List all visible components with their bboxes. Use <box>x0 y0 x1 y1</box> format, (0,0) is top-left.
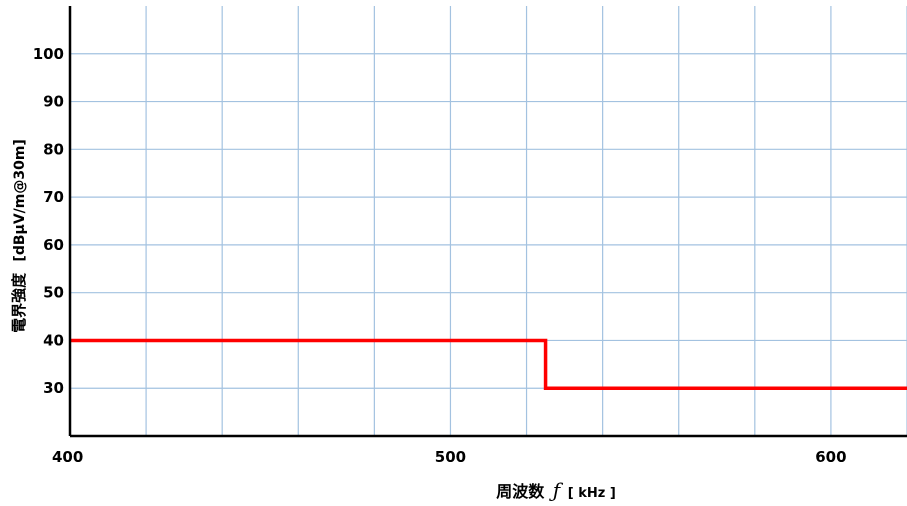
tick-labels: 30 40 50 60 70 80 90 100 400 500 600 <box>33 45 847 466</box>
y-tick-label-100: 100 <box>33 45 64 63</box>
y-tick-label-40: 40 <box>43 331 64 349</box>
x-tick-label-400: 400 <box>52 448 83 466</box>
y-tick-label-90: 90 <box>43 93 64 111</box>
y-tick-label-60: 60 <box>43 236 64 254</box>
x-tick-label-500: 500 <box>435 448 466 466</box>
x-axis-title: 周波数 ƒ [ kHz ] <box>496 478 616 502</box>
y-axis-title: 電界強度 [dBμV/m@30m] <box>10 139 28 333</box>
series-layer <box>70 338 907 390</box>
y-tick-label-30: 30 <box>43 379 64 397</box>
y-axis-label: 電界強度 <box>10 272 28 333</box>
x-axis-unit: [ kHz ] <box>568 486 616 501</box>
y-tick-label-80: 80 <box>43 140 64 158</box>
x-axis-symbol: ƒ <box>549 478 564 502</box>
y-tick-label-50: 50 <box>43 284 64 302</box>
series-line-0 <box>70 338 907 390</box>
x-axis-label: 周波数 <box>496 482 545 501</box>
axes <box>68 6 907 438</box>
grid <box>70 6 907 436</box>
y-tick-label-70: 70 <box>43 188 64 206</box>
x-tick-label-600: 600 <box>815 448 846 466</box>
y-axis-unit: [dBμV/m@30m] <box>12 139 28 261</box>
